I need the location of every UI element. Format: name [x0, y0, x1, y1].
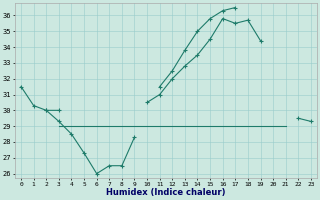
X-axis label: Humidex (Indice chaleur): Humidex (Indice chaleur) — [106, 188, 226, 197]
